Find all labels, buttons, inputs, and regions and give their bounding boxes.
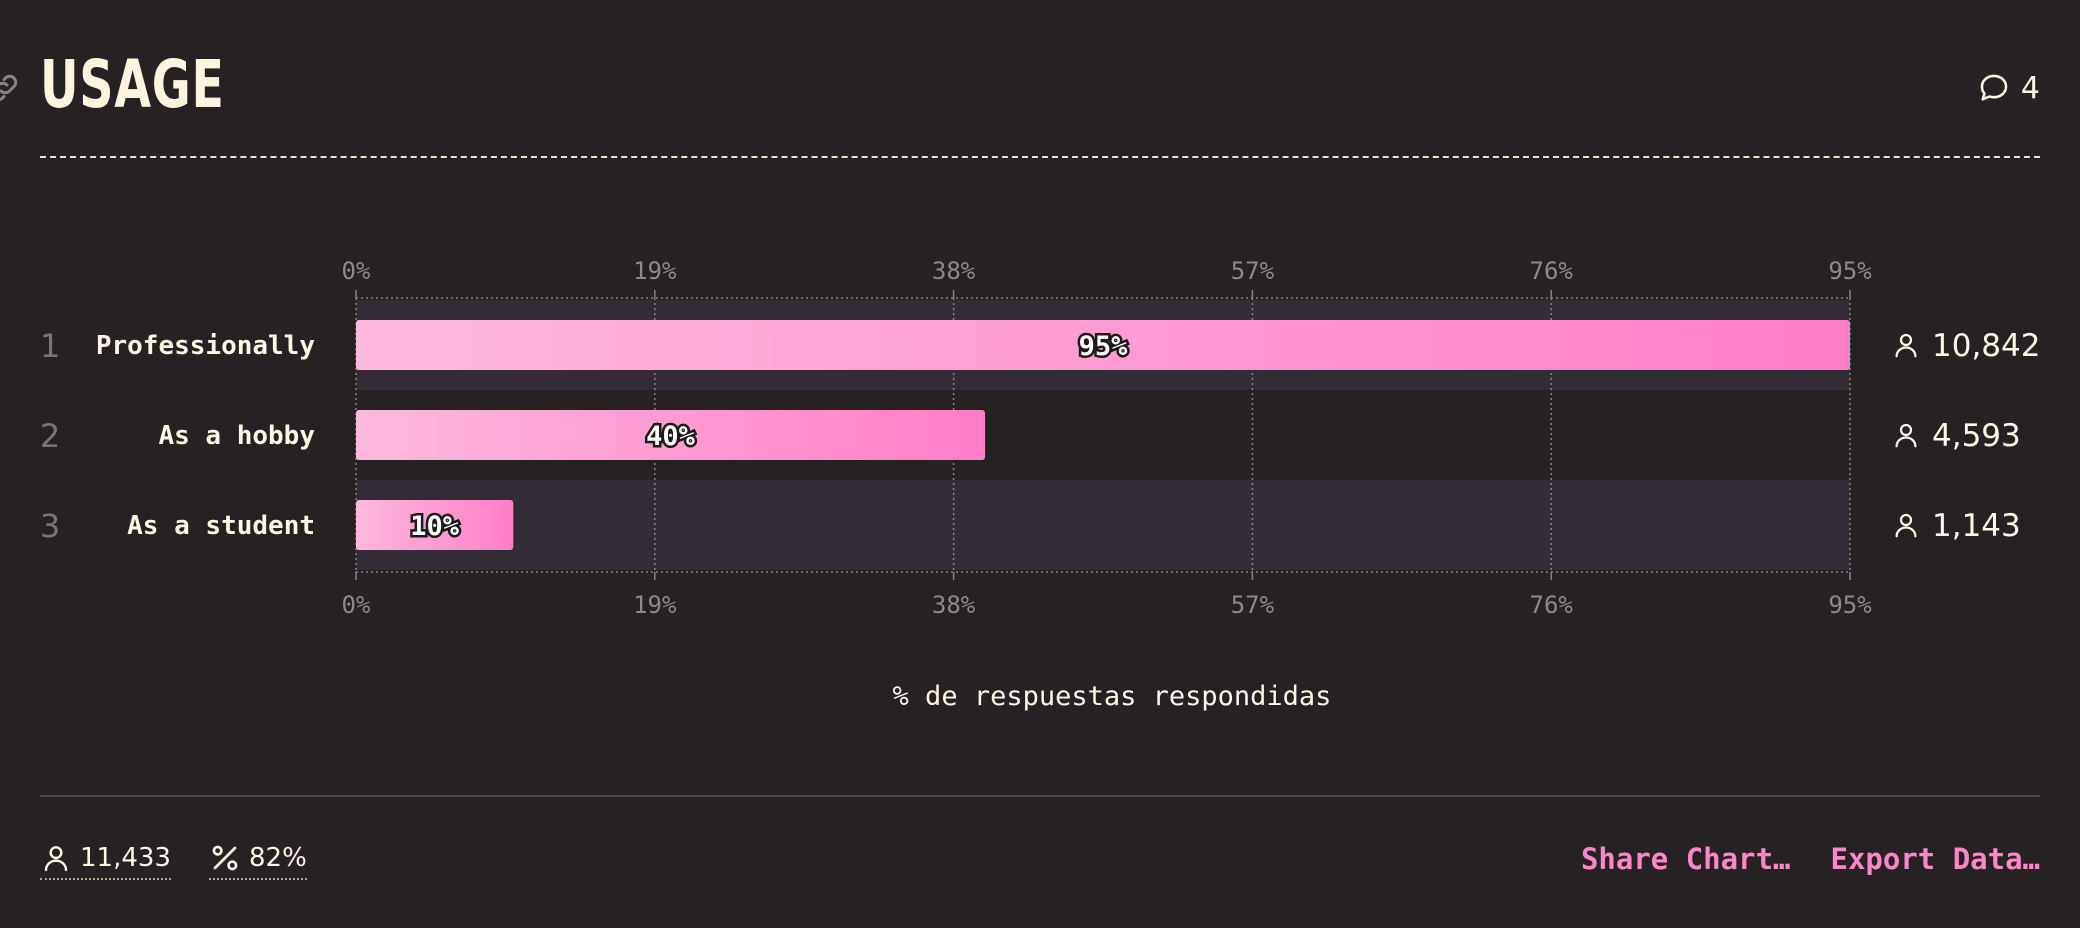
comments-button[interactable]: 4 <box>1977 66 2040 110</box>
percent-icon <box>212 845 238 871</box>
user-icon <box>1895 333 1917 358</box>
respondent-count: 4,593 <box>1932 418 2021 454</box>
footer-actions: Share Chart… Export Data… <box>1581 842 2040 876</box>
x-tick-label-bottom: 19% <box>633 591 677 619</box>
page-title: USAGE <box>40 46 225 123</box>
data-label: 10% <box>410 511 460 542</box>
category-label: As a student <box>127 511 315 541</box>
data-label: 95% <box>1079 331 1129 362</box>
share-chart-button[interactable]: Share Chart… <box>1580 842 1791 876</box>
rank-label: 1 <box>40 327 60 365</box>
x-tick-label-bottom: 38% <box>932 591 976 619</box>
bar[interactable] <box>356 320 1850 370</box>
export-data-button[interactable]: Export Data… <box>1830 842 2040 876</box>
user-icon <box>1895 513 1917 538</box>
user-icon <box>1895 423 1917 448</box>
footer-stats: 11,433 82% <box>40 842 307 880</box>
user-icon <box>44 846 68 872</box>
rank-label: 3 <box>40 507 60 545</box>
speech-bubble-icon <box>1980 74 2008 101</box>
x-tick-label-bottom: 95% <box>1828 591 1872 619</box>
data-label: 40% <box>646 421 696 452</box>
completion-stat[interactable]: 82% <box>208 842 307 880</box>
bar[interactable] <box>356 500 514 550</box>
respondent-count: 1,143 <box>1932 508 2021 544</box>
category-label: Professionally <box>96 331 315 361</box>
respondents-stat[interactable]: 11,433 <box>40 842 171 880</box>
x-axis-title: % de respuestas respondidas <box>893 681 1332 712</box>
rank-label: 2 <box>40 417 60 455</box>
bar[interactable] <box>356 410 986 460</box>
x-tick-label-top: 57% <box>1231 257 1275 285</box>
category-label: As a hobby <box>158 421 315 451</box>
x-tick-label-top: 19% <box>633 257 677 285</box>
comment-count: 4 <box>2020 70 2040 106</box>
row-band <box>356 480 1850 570</box>
footer-divider <box>40 795 2040 797</box>
x-tick-label-top: 76% <box>1530 257 1574 285</box>
x-tick-label-bottom: 0% <box>342 591 371 619</box>
x-tick-label-bottom: 76% <box>1530 591 1574 619</box>
respondents-count: 11,433 <box>80 843 171 873</box>
link-icon[interactable] <box>0 70 22 106</box>
x-tick-label-bottom: 57% <box>1231 591 1275 619</box>
x-tick-label-top: 95% <box>1828 257 1872 285</box>
x-tick-label-top: 0% <box>342 257 371 285</box>
completion-percent: 82% <box>248 843 307 873</box>
x-tick-label-top: 38% <box>932 257 976 285</box>
title-divider <box>40 156 2040 158</box>
respondent-count: 10,842 <box>1932 328 2040 364</box>
